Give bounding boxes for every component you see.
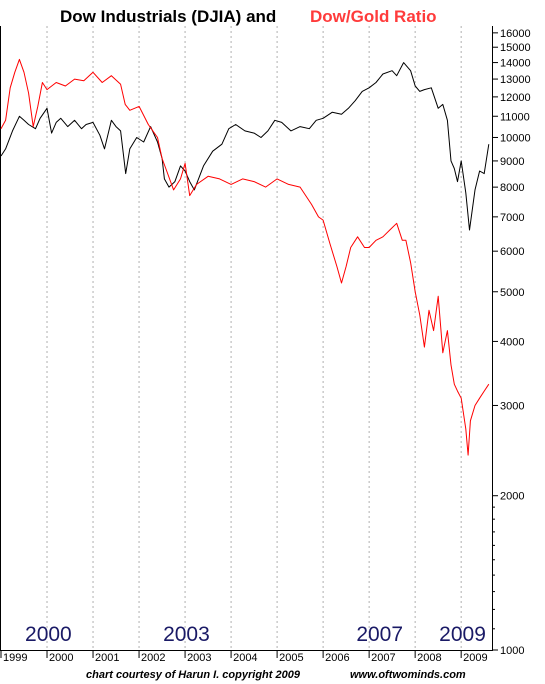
series-line-dow_gold [0, 58, 490, 456]
chart-title-djia: Dow Industrials (DJIA) and [60, 7, 276, 26]
y-tick-label: 6000 [500, 246, 524, 258]
x-tick-label: 2006 [325, 652, 349, 664]
chart-title-dow-gold: Dow/Gold Ratio [310, 7, 437, 26]
y-tick-label: 4000 [500, 336, 524, 348]
x-tick-label: 2002 [141, 652, 165, 664]
year-annotation: 2007 [356, 623, 403, 646]
series-line-djia [0, 62, 490, 231]
x-tick-label: 2007 [371, 652, 395, 664]
y-tick-label: 12000 [500, 92, 531, 104]
grid [46, 26, 462, 650]
y-tick-label: 3000 [500, 400, 524, 412]
y-axis-ticks: 1000 2000 3000 4000 5000 6000 7000 8000 9000 1000… [492, 28, 531, 657]
year-annotation: 2000 [25, 623, 72, 646]
y-tick-label: 9000 [500, 156, 524, 168]
x-tick-label: 2009 [463, 652, 487, 664]
x-tick-label: 2000 [49, 652, 73, 664]
y-tick-label: 16000 [500, 28, 531, 40]
site-url: www.oftwominds.com [350, 669, 466, 681]
x-axis-ticks: 1999 2000 2001 2002 2003 2004 2005 2006 2007 2008… [0, 650, 488, 664]
y-tick-label: 14000 [500, 58, 531, 70]
y-tick-label: 13000 [500, 74, 531, 86]
x-tick-label: 2001 [95, 652, 119, 664]
y-tick-label: 8000 [500, 182, 524, 194]
x-tick-label: 2004 [233, 652, 257, 664]
x-tick-label: 2008 [417, 652, 441, 664]
year-annotations: 2000 2003 2007 2009 [25, 623, 486, 646]
year-annotation: 2003 [163, 623, 210, 646]
y-tick-label: 1000 [500, 645, 524, 657]
y-tick-label: 11000 [500, 111, 530, 123]
chart-credit: chart courtesy of Harun I. copyright 200… [86, 669, 301, 681]
x-tick-label: 2003 [187, 652, 211, 664]
x-tick-label: 2005 [279, 652, 303, 664]
y-tick-label: 10000 [500, 132, 531, 144]
year-annotation: 2009 [439, 623, 486, 646]
y-tick-label: 5000 [500, 287, 524, 299]
y-tick-label: 7000 [500, 212, 524, 224]
y-tick-label: 15000 [500, 42, 531, 54]
y-tick-label: 2000 [500, 491, 524, 503]
series-lines [0, 58, 490, 456]
x-tick-label: 1999 [3, 652, 27, 664]
